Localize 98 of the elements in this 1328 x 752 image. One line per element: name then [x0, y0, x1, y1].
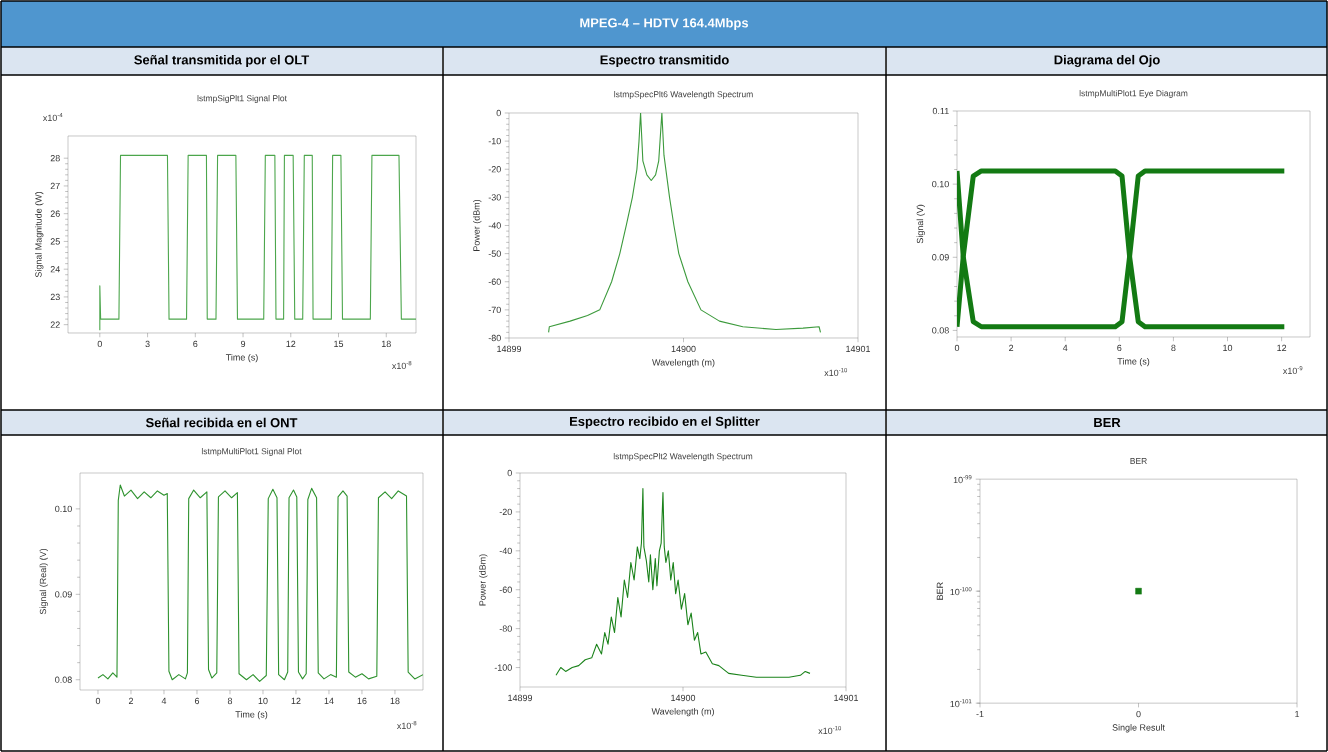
x-axis-title: Single Result — [1112, 724, 1165, 733]
chart-title: Espectro recibido en el Splitter — [570, 416, 760, 429]
y-tick-label: 0.10 — [55, 505, 72, 513]
y-axis-title: BER — [936, 582, 943, 600]
text: x10$^{-10}$ — [824, 367, 848, 377]
chart-subtitle: lstmpSigPlt1 Signal Plot — [197, 95, 287, 103]
x-axis-title: Time (s) — [1117, 357, 1150, 367]
y-tick-label: -80 — [488, 334, 501, 342]
y-tick-label: -100 — [494, 664, 512, 671]
y-tick-label: -10 — [488, 137, 501, 145]
x-axis-title: Time (s) — [225, 353, 258, 363]
x-tick-label: 6 — [1117, 344, 1122, 352]
y-tick-label: -20 — [488, 166, 501, 173]
x-axis-title: Wavelength (m) — [652, 358, 715, 368]
y-tick-label: 28 — [50, 155, 60, 162]
x-tick-label: 8 — [227, 697, 233, 705]
y-tick-label: 0.08 — [55, 676, 72, 683]
line-series — [548, 113, 822, 333]
y-tick-label: 0.09 — [55, 591, 72, 598]
x-tick-label: 18 — [381, 340, 391, 348]
chart-title: BER — [1094, 418, 1121, 427]
x-tick-label: 16 — [357, 697, 367, 705]
x-tick-label: 8 — [1171, 344, 1176, 352]
text: x10$^{-8}$ — [391, 360, 412, 370]
y-axis-title: Signal Magnitude (W) — [35, 191, 44, 278]
y-tick-label: -50 — [488, 250, 501, 257]
y-tick-label: 22 — [50, 321, 60, 328]
y-tick-label: -30 — [488, 194, 501, 201]
x-tick-label: 18 — [390, 697, 400, 705]
chart-subtitle: BER — [1130, 458, 1147, 464]
text: MPEG-4 – HDTV 164.4Mbps — [580, 17, 749, 31]
x-tick-label: 4 — [161, 697, 167, 704]
x-tick-label: 10 — [258, 697, 268, 705]
y-tick-label: -40 — [499, 547, 512, 554]
y-tick-label: -20 — [499, 508, 512, 516]
x-tick-label: 14899 — [497, 345, 522, 353]
x-tick-label: 14 — [324, 697, 334, 704]
x-tick-label: 14899 — [508, 694, 533, 702]
x-tick-label: 14900 — [671, 694, 696, 702]
y-tick-label: -60 — [499, 586, 512, 593]
chart-subtitle: lstmpSpecPlt6 Wavelength Spectrum — [614, 91, 753, 99]
chart-title: Espectro transmitido — [600, 54, 729, 68]
x-tick-label: 4 — [1062, 344, 1068, 351]
x-tick-label: 14901 — [846, 345, 871, 353]
y-tick-label: -80 — [499, 625, 512, 632]
x-tick-label: 2 — [128, 697, 134, 705]
y-tick-label: 0.10 — [932, 180, 949, 188]
y-tick-label: 26 — [50, 210, 60, 217]
y-tick-label: 23 — [50, 293, 60, 301]
x-tick-label: 14900 — [671, 345, 696, 353]
x-tick-label: -1 — [976, 710, 984, 718]
x-tick-label: 12 — [291, 697, 301, 705]
y-axis-title: Signal (Real) (V) — [39, 548, 48, 615]
y-tick-label: 27 — [50, 182, 60, 190]
y-tick-label: 10$^{-99}$ — [953, 475, 972, 484]
x-tick-label: 3 — [145, 340, 150, 348]
y-tick-label: -60 — [488, 278, 501, 285]
x-tick-label: 14901 — [834, 694, 859, 702]
x-tick-label: 12 — [1277, 344, 1287, 352]
y-axis-title: Power (dBm) — [473, 199, 482, 251]
y-tick-label: 0 — [496, 109, 501, 117]
y-axis-title: Signal (V) — [916, 204, 925, 244]
y-tick-label: 10$^{-100}$ — [950, 587, 972, 596]
chart-title: Señal recibida en el ONT — [145, 417, 298, 428]
x-tick-label: 2 — [1009, 344, 1014, 352]
y-tick-label: 0.08 — [932, 327, 949, 334]
x-tick-label: 9 — [240, 340, 246, 348]
text: x10$^{-10}$ — [818, 725, 842, 735]
x-tick-label: 0 — [95, 697, 101, 705]
chart-subtitle: lstmpSpecPlt2 Wavelength Spectrum — [613, 453, 753, 461]
x-tick-label: 6 — [193, 340, 198, 348]
chart-subtitle: lstmpMultiPlot1 Eye Diagram — [1079, 90, 1188, 98]
y-tick-label: 0 — [507, 469, 512, 477]
x-tick-label: 6 — [194, 697, 200, 705]
x-axis-title: Time (s) — [235, 710, 268, 720]
chart-title: Señal transmitida por el OLT — [134, 54, 310, 68]
y-tick-label: 0.11 — [932, 107, 949, 115]
x-tick-label: 0 — [97, 340, 102, 348]
chart-title: Diagrama del Ojo — [1054, 54, 1160, 68]
y-tick-label: 0.09 — [932, 254, 949, 261]
y-tick-label: 25 — [50, 238, 60, 245]
y-tick-label: -40 — [488, 222, 501, 229]
x-tick-label: 12 — [286, 340, 296, 348]
x-axis-title: Wavelength (m) — [651, 707, 714, 717]
y-tick-label: 24 — [50, 266, 60, 273]
line-series — [99, 154, 416, 331]
text: x10$^{-8}$ — [396, 720, 417, 730]
x-tick-label: 15 — [334, 340, 344, 348]
y-tick-label: 10$^{-101}$ — [950, 699, 972, 708]
line-series — [97, 484, 423, 683]
y-tick-label: -70 — [488, 306, 501, 314]
text: x10$^{-4}$ — [42, 112, 63, 121]
y-axis-title: Power (dBm) — [479, 554, 488, 606]
x-tick-label: 10 — [1223, 344, 1233, 352]
x-tick-label: 1 — [1295, 710, 1300, 718]
x-tick-label: 0 — [1136, 710, 1141, 718]
text: x10$^{-9}$ — [1282, 365, 1303, 375]
chart-subtitle: lstmpMultiPlot1 Signal Plot — [201, 448, 302, 456]
